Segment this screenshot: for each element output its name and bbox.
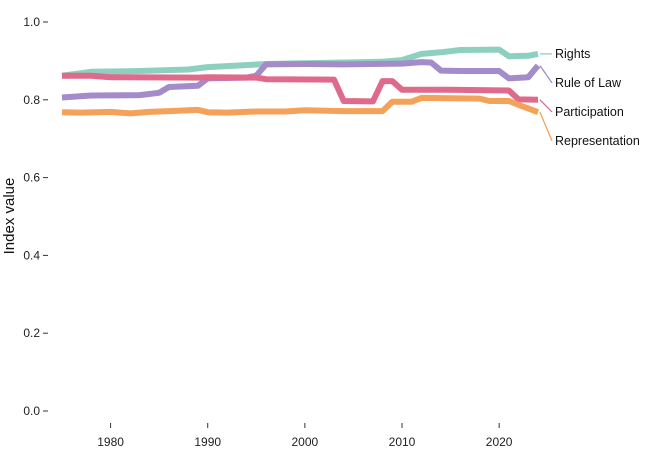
y-axis-title: Index value <box>1 178 18 255</box>
x-tick-label: 1980 <box>97 435 124 449</box>
x-tick-label: 2000 <box>292 435 319 449</box>
leader-line-rule-of-law <box>539 65 553 84</box>
leader-line-participation <box>539 99 553 113</box>
series-label-rule-of-law: Rule of Law <box>555 76 622 90</box>
y-tick-label: 1.0 <box>23 15 40 29</box>
x-tick-label: 2010 <box>389 435 416 449</box>
x-tick-label: 1990 <box>194 435 221 449</box>
series-label-layer: Rights Rule of Law Participation Representa… <box>539 47 640 148</box>
series-label-participation: Participation <box>555 105 624 119</box>
leader-line-representation <box>539 111 553 142</box>
y-tick-label: 0.6 <box>23 171 40 185</box>
series-label-rights: Rights <box>555 47 590 61</box>
series-layer <box>61 46 541 117</box>
series-line-rule-of-law <box>61 59 541 101</box>
series-line-representation <box>61 94 540 117</box>
series-line-participation <box>62 72 539 105</box>
y-tick-label: 0.2 <box>23 326 40 340</box>
y-tick-label: 0.8 <box>23 93 40 107</box>
x-axis: 1980 1990 2000 2010 2020 <box>97 423 513 449</box>
y-tick-label: 0.0 <box>23 404 40 418</box>
y-axis: 0.0 0.2 0.4 0.6 0.8 1.0 <box>23 15 48 418</box>
y-tick-label: 0.4 <box>23 248 40 262</box>
series-label-representation: Representation <box>555 134 640 148</box>
x-tick-label: 2020 <box>486 435 513 449</box>
